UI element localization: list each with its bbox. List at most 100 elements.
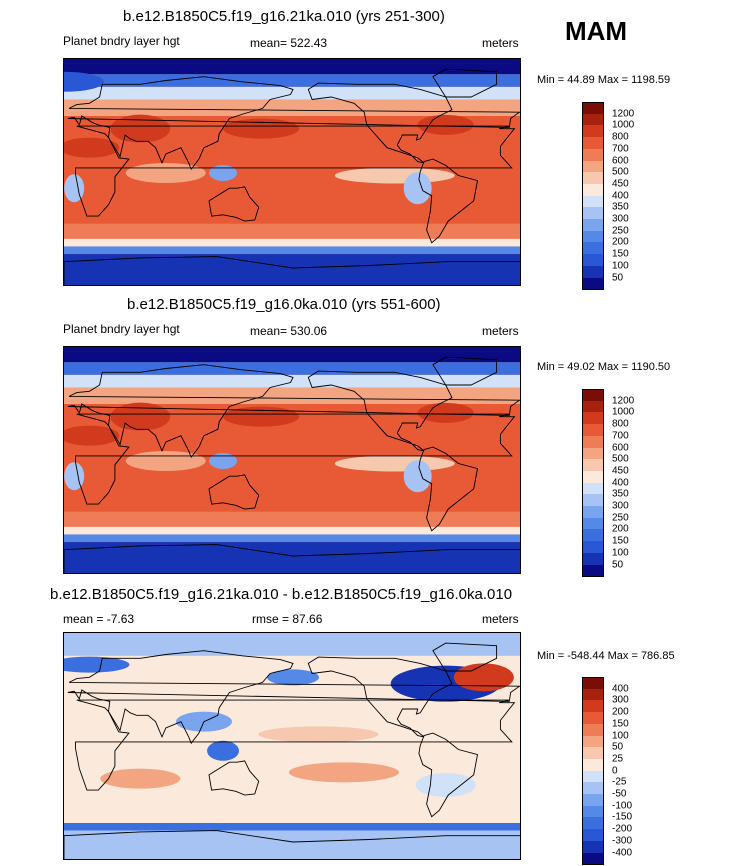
panel-3-mean: mean = -7.63 (63, 612, 135, 626)
colorbar-tick-label: 0 (612, 765, 618, 777)
colorbar-swatch (582, 125, 604, 138)
coastline (432, 68, 498, 98)
field-patch-gulfstream (417, 402, 474, 423)
colorbar-swatch (582, 517, 604, 530)
colorbar-tick-label: 50 (612, 741, 624, 753)
coastline (64, 830, 520, 859)
coastline (75, 699, 516, 791)
coastline (64, 544, 520, 573)
field-band-midlat (64, 387, 520, 404)
field-band-arctic (64, 59, 520, 75)
colorbar-tick-label: 300 (612, 694, 629, 706)
colorbar-swatch (582, 148, 604, 161)
field-band-subarctic (64, 362, 520, 375)
coastline (432, 642, 498, 672)
coastline (432, 356, 498, 386)
colorbar-swatch (582, 829, 604, 842)
coastline (208, 186, 260, 222)
field-patch-gulfstream (417, 114, 474, 135)
coastline (208, 474, 260, 510)
map-field (64, 633, 520, 859)
field-patch-subpolar (453, 663, 514, 692)
panel-1-map (63, 58, 521, 286)
colorbar-tick-label: 200 (612, 236, 629, 248)
colorbar-swatch (582, 160, 604, 173)
field-patch-maritime (209, 165, 238, 181)
coastline (67, 650, 520, 745)
colorbar-tick-label: 350 (612, 488, 629, 500)
field-band-antarctic (64, 254, 520, 285)
colorbar-swatch (582, 482, 604, 495)
coastline (67, 364, 520, 459)
colorbar-swatch (582, 506, 604, 519)
colorbar-swatch (582, 459, 604, 472)
map-field (64, 59, 520, 285)
colorbar-swatch (582, 277, 604, 290)
panel-2-minmax: Min = 49.02 Max = 1190.50 (537, 361, 671, 373)
colorbar-swatch (582, 735, 604, 748)
colorbar-swatch (582, 389, 604, 402)
colorbar-swatch (582, 700, 604, 713)
colorbar-tick-label: 100 (612, 547, 629, 559)
colorbar-tick-label: 25 (612, 753, 624, 765)
coastline (307, 370, 453, 452)
field-band-southocean (64, 534, 520, 543)
colorbar-swatch (582, 230, 604, 243)
colorbar-tick-label: 700 (612, 143, 629, 155)
colorbar-tick-label: 800 (612, 131, 629, 143)
coastline (418, 732, 479, 818)
colorbar-tick-label: 200 (612, 706, 629, 718)
colorbar-swatch (582, 782, 604, 795)
colorbar-tick-label: 1200 (612, 108, 635, 120)
colorbar-swatch (582, 265, 604, 278)
colorbar-tick-label: 600 (612, 442, 629, 453)
panel-2-title: b.e12.B1850C5.f19_g16.0ka.010 (yrs 551-6… (127, 296, 441, 313)
coastline (418, 158, 479, 244)
field-patch-equatorial-pacific (334, 167, 455, 184)
colorbar-swatch (582, 712, 604, 725)
field-patch-sahara (64, 425, 120, 446)
panel-3-minmax: Min = -548.44 Max = 786.85 (537, 650, 675, 662)
field-patch-benguela (64, 462, 85, 491)
colorbar-tick-label: 250 (612, 225, 629, 237)
map-field (64, 347, 520, 573)
field-patch-peru (403, 172, 432, 205)
panel-3-units: meters (482, 612, 519, 626)
colorbar-tick-label: 150 (612, 718, 629, 730)
colorbar-swatch (582, 254, 604, 267)
colorbar-swatch (582, 770, 604, 783)
colorbar-tick-label: 700 (612, 430, 629, 442)
panel-2-units: meters (482, 324, 519, 338)
colorbar-swatch (582, 137, 604, 150)
colorbar-tick-label: -200 (612, 823, 633, 835)
colorbar-swatch (582, 552, 604, 565)
colorbar-tick-label: 150 (612, 535, 629, 547)
panel-2-map (63, 346, 521, 574)
panel-1-title: b.e12.B1850C5.f19_g16.21ka.010 (yrs 251-… (123, 8, 445, 25)
field-patch-peru (403, 460, 432, 493)
colorbar-swatch (582, 435, 604, 448)
colorbar-swatch (582, 242, 604, 255)
field-patch-benguela (64, 174, 85, 203)
coastline (75, 413, 516, 505)
colorbar-tick-label: -100 (612, 800, 633, 812)
colorbar-swatch (582, 400, 604, 413)
field-band-highlat (64, 374, 520, 388)
panel-2-variable: Planet bndry layer hgt (63, 322, 180, 336)
colorbar-tick-label: 1000 (612, 119, 635, 131)
colorbar-swatch (582, 207, 604, 220)
colorbar-swatch (582, 794, 604, 807)
field-patch-ice (64, 71, 104, 92)
field-patch-sahara (64, 137, 120, 158)
field-patch-south-indian (100, 768, 181, 789)
field-patch-kuroshio (223, 118, 300, 139)
colorbar-swatch (582, 102, 604, 115)
colorbar-swatch (582, 529, 604, 542)
field-band-subarctic (64, 74, 520, 87)
field-band-southmid (64, 511, 520, 527)
colorbar-tick-label: 300 (612, 500, 629, 512)
panel-1-mean: mean= 522.43 (250, 36, 328, 50)
coastline (75, 125, 516, 217)
colorbar-swatch (582, 470, 604, 484)
colorbar-swatch (582, 677, 604, 690)
